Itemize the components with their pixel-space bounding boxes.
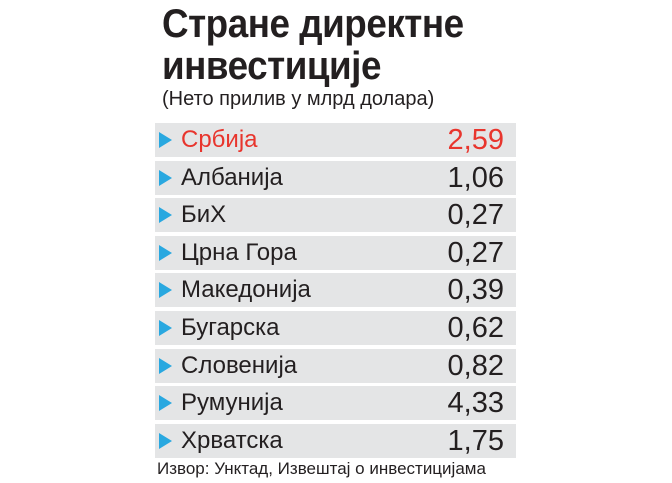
- country-name: Македонија: [181, 276, 311, 304]
- table-row: Македонија 0,39: [155, 273, 516, 308]
- row-marker: [159, 357, 172, 374]
- row-marker: [159, 207, 172, 224]
- row-marker: [159, 132, 172, 148]
- investment-value: 0,39: [447, 274, 504, 307]
- investment-value: 1,06: [447, 161, 504, 194]
- title-line: Стране директне: [162, 2, 464, 46]
- row-marker: [159, 395, 172, 412]
- investment-value: 0,62: [447, 312, 504, 344]
- title-line: инвестиције: [162, 44, 381, 88]
- country-name: Србија: [181, 126, 258, 153]
- row-marker: [159, 320, 172, 336]
- row-marker: [159, 244, 172, 261]
- investment-value: 2,59: [447, 124, 504, 156]
- row-marker: [159, 169, 172, 186]
- country-name: Словенија: [181, 351, 298, 379]
- country-name: Црна Гора: [181, 238, 297, 266]
- investment-value: 0,82: [447, 349, 504, 382]
- investment-value: 0,27: [447, 199, 504, 232]
- row-marker: [159, 282, 172, 299]
- investment-value: 4,33: [447, 387, 504, 420]
- country-name: Бугарска: [181, 314, 280, 341]
- table-row: Хрватска 1,75: [155, 423, 516, 458]
- investment-value: 1,75: [447, 424, 504, 457]
- country-name: Албанија: [181, 163, 283, 191]
- table-row: Румунија 4,33: [155, 386, 516, 421]
- source: Извор: Унктад, Извештај о инвестицијама: [157, 459, 486, 478]
- table-row: Албанија 1,06: [155, 160, 516, 195]
- table-row: Србија 2,59: [155, 123, 516, 157]
- subtitle: (Нето прилив у млрд долара): [162, 88, 435, 110]
- table-row: Бугарска 0,62: [155, 311, 516, 345]
- country-name: Румунија: [181, 389, 283, 417]
- table-row: Црна Гора 0,27: [155, 235, 516, 270]
- country-name: БиХ: [181, 201, 227, 229]
- table-row: Словенија 0,82: [155, 348, 516, 383]
- table-row: БиХ 0,27: [155, 198, 516, 233]
- country-name: Хрватска: [181, 426, 283, 454]
- row-marker: [159, 432, 172, 449]
- investment-value: 0,27: [447, 236, 504, 269]
